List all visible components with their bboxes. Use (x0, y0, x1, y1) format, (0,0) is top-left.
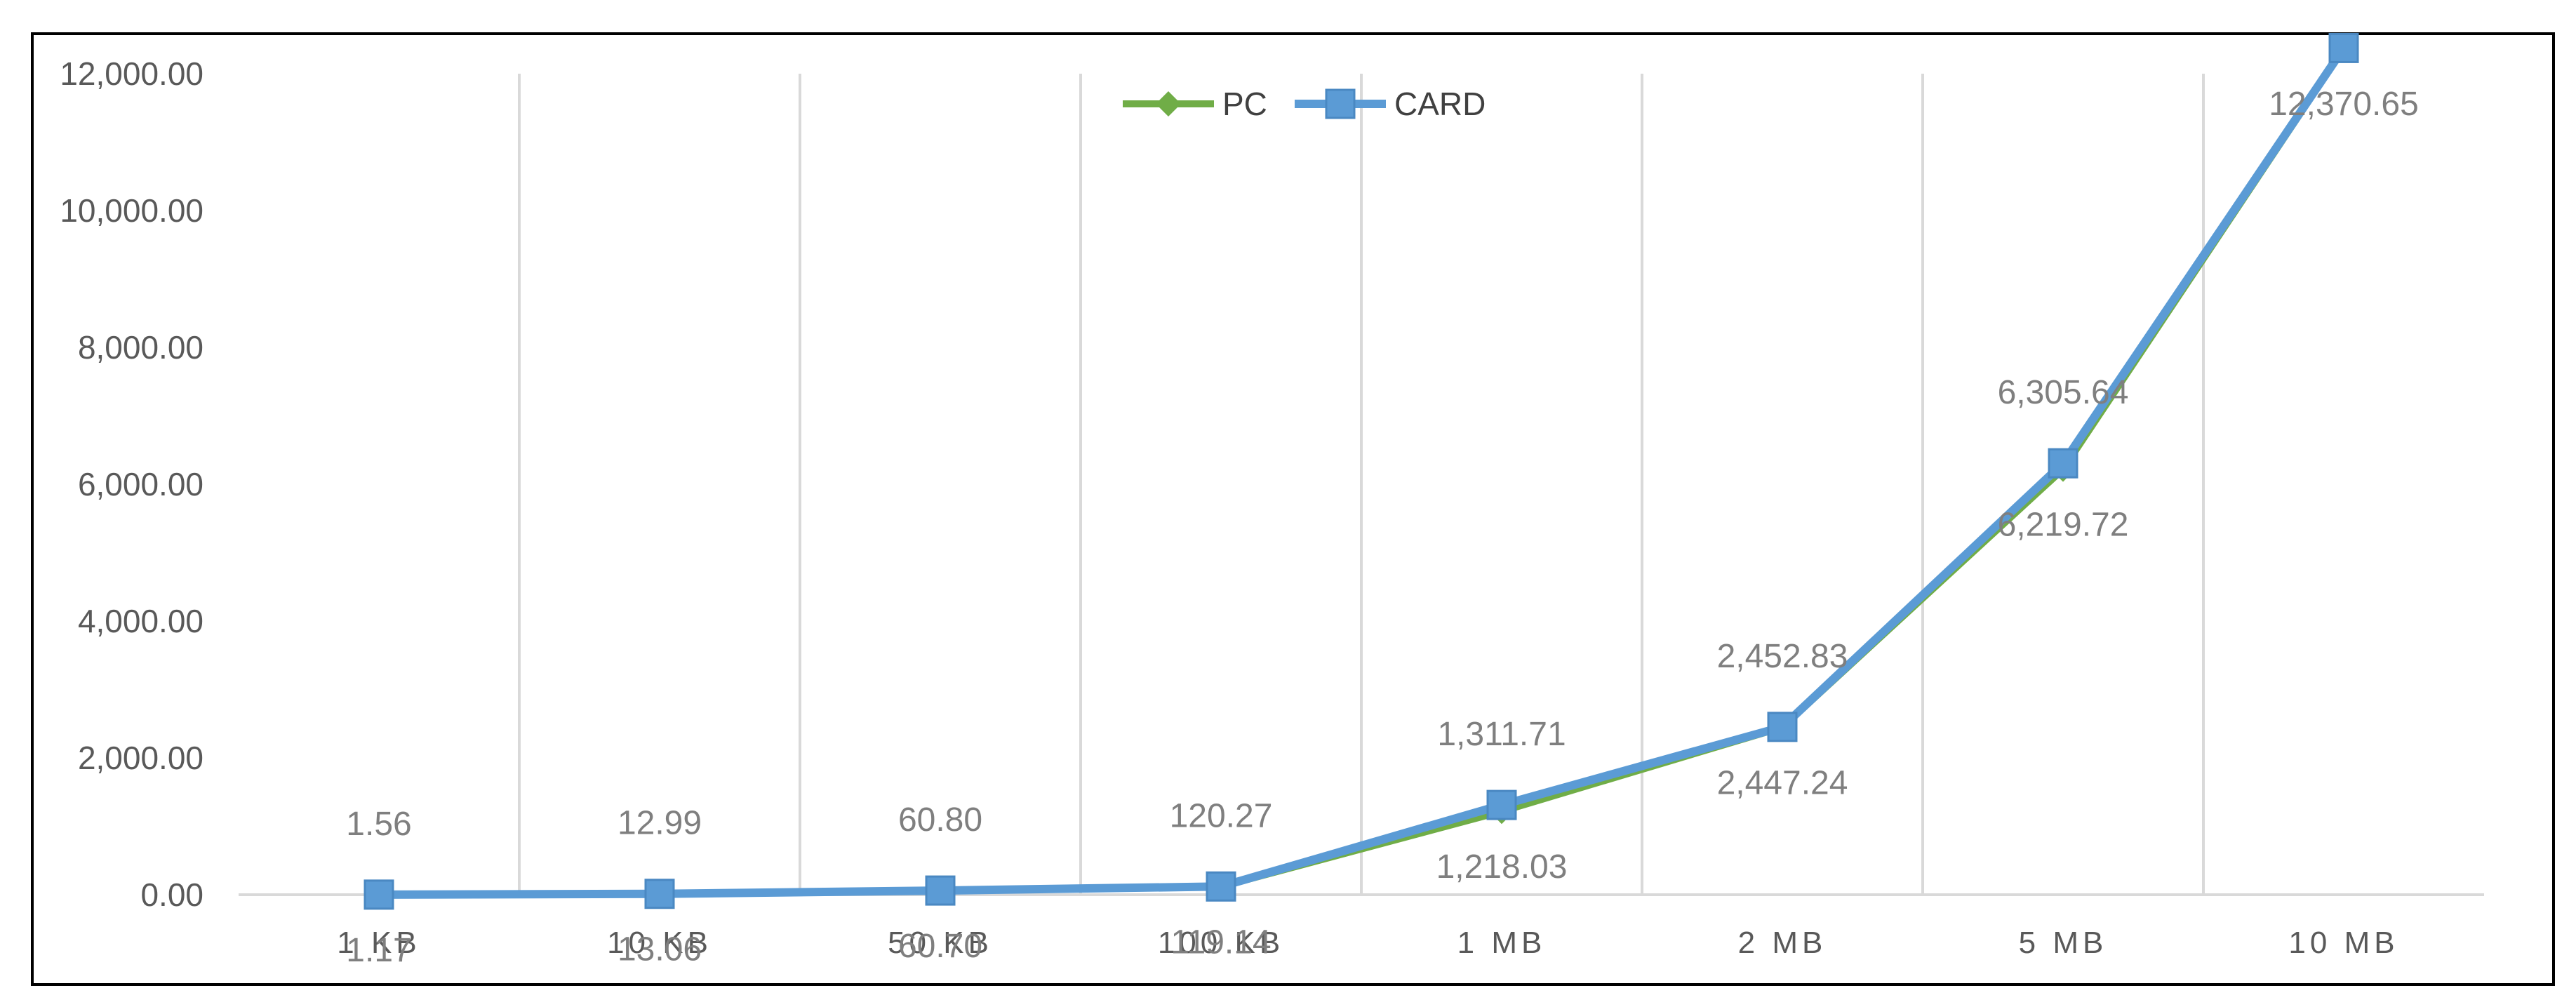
data-label-pc: 119.14 (1170, 923, 1271, 961)
data-label-pc: 1.17 (346, 932, 411, 969)
data-point-card (1206, 871, 1236, 902)
data-label-card: 2,452.83 (1717, 638, 1848, 675)
x-tick-label: 1 MB (1457, 926, 1547, 960)
x-tick-label: 10 KB (607, 926, 712, 960)
legend-label-card: CARD (1394, 86, 1486, 122)
data-label-card: 12.99 (618, 805, 702, 842)
legend-marker-pc (1156, 91, 1181, 116)
chart-frame (31, 32, 2555, 986)
data-label-pc: 1,218.03 (1436, 848, 1568, 886)
data-label-card: 1,311.71 (1437, 716, 1566, 753)
x-tick-label: 5 MB (2019, 926, 2108, 960)
y-tick-label: 2,000.00 (78, 740, 203, 776)
data-point-card (1767, 712, 1798, 742)
x-tick-label: 100 KB (1158, 926, 1284, 960)
x-tick-label: 2 MB (1738, 926, 1827, 960)
series-lines (363, 32, 2359, 910)
grid-lines (518, 74, 2205, 895)
data-label-card: 1.56 (346, 806, 411, 843)
data-label-card: 120.27 (1170, 797, 1273, 834)
y-tick-label: 12,000.00 (60, 55, 203, 92)
y-tick-label: 8,000.00 (78, 329, 203, 366)
data-label-pc: 2,447.24 (1717, 764, 1848, 801)
data-point-card (925, 875, 956, 906)
legend: PC CARD (1123, 86, 1486, 122)
x-tick-label: 50 KB (888, 926, 993, 960)
data-point-card (363, 879, 394, 910)
data-label-pc: 13.06 (618, 931, 702, 968)
axes: 0.00 2,000.00 4,000.00 6,000.00 8,000.00 10,0… (60, 55, 2484, 960)
y-tick-label: 0.00 (140, 876, 203, 913)
legend-marker-card (1325, 88, 1356, 119)
y-tick-label: 4,000.00 (78, 603, 203, 639)
data-point-card (2048, 448, 2078, 479)
data-label-pc: 6,219.72 (1998, 507, 2129, 544)
series-line-card (375, 44, 2348, 899)
y-tick-label: 6,000.00 (78, 466, 203, 502)
data-point-card (1486, 789, 1517, 820)
y-tick-label: 10,000.00 (60, 192, 203, 229)
legend-label-pc: PC (1222, 86, 1267, 122)
data-point-card (644, 879, 675, 909)
x-tick-label: 10 MB (2288, 926, 2398, 960)
x-tick-label: 1 KB (337, 926, 420, 960)
data-labels: 1.56 12.99 60.80 120.27 1,311.71 2,452.83 6,30… (346, 86, 2419, 969)
data-label-pc: 60.70 (898, 928, 982, 965)
data-label-card: 60.80 (898, 801, 982, 839)
data-label-pc: 12,370.65 (2269, 86, 2419, 123)
data-point-card (2328, 32, 2359, 63)
data-label-card: 6,305.64 (1998, 374, 2129, 411)
